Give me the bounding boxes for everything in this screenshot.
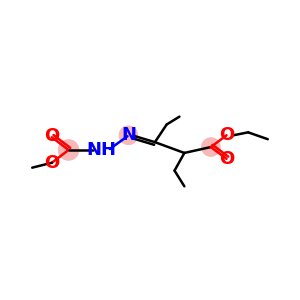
Text: O: O [219,126,234,144]
Circle shape [58,139,79,161]
Text: O: O [44,154,59,172]
Circle shape [201,137,221,157]
Circle shape [118,125,138,145]
Text: O: O [44,127,59,145]
Text: N: N [121,126,136,144]
Text: NH: NH [86,141,116,159]
Text: O: O [219,150,234,168]
